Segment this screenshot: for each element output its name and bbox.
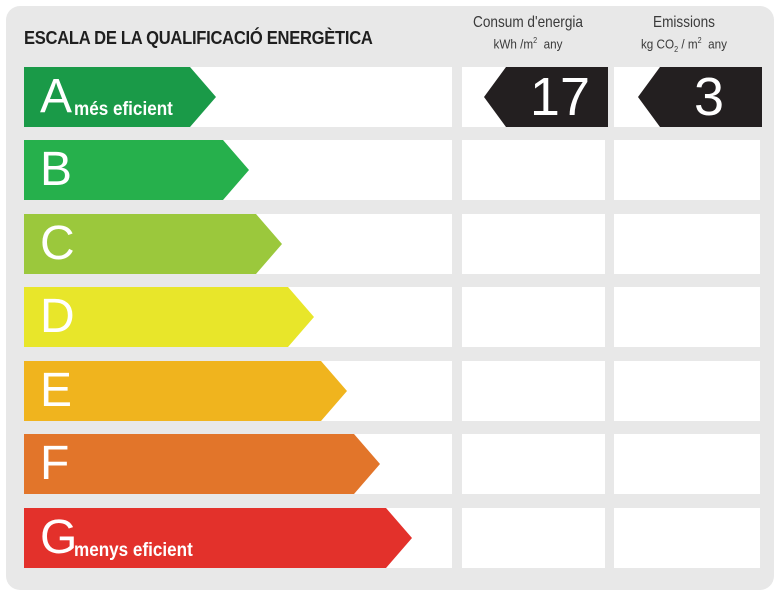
class-label: més eficient — [74, 99, 173, 120]
emissions-indicator-arrow — [638, 67, 762, 127]
consum-cell — [462, 140, 605, 200]
consum-value: 17 — [529, 67, 590, 127]
consum-cell — [462, 214, 605, 274]
consum-indicator-arrow — [484, 67, 608, 127]
class-bar-2: C — [24, 214, 282, 274]
emissions-value: 3 — [693, 67, 724, 127]
class-letter: D — [40, 290, 75, 343]
label-title: ESCALA DE LA QUALIFICACIÓ ENERGÈTICA — [24, 28, 373, 48]
class-letter: F — [40, 437, 70, 490]
consum-cell — [462, 287, 605, 347]
class-bar-4: E — [24, 361, 347, 421]
emissions-header: Emissions kg CO2 / m2 any — [614, 14, 754, 54]
emissions-cell — [614, 140, 760, 200]
class-letter: E — [40, 364, 73, 417]
class-letter: B — [40, 143, 73, 196]
consum-indicator: 17 — [484, 67, 608, 127]
emissions-heading: Emissions — [653, 14, 715, 31]
class-bar-1: B — [24, 140, 249, 200]
consum-heading: Consum d'energia — [473, 14, 583, 31]
emissions-cell — [614, 508, 760, 568]
emissions-unit: kg CO2 / m2 any — [640, 36, 728, 54]
consum-header: Consum d'energia kWh /m2 any — [458, 14, 598, 51]
consum-unit: kWh /m2 any — [493, 36, 563, 52]
class-bar-3: D — [24, 287, 314, 347]
consum-cell — [462, 508, 605, 568]
emissions-cell — [614, 287, 760, 347]
emissions-cell — [614, 214, 760, 274]
emissions-cell — [614, 434, 760, 494]
emissions-cell — [614, 361, 760, 421]
consum-cell — [462, 361, 605, 421]
class-letter: A — [40, 70, 73, 123]
class-letter: C — [40, 217, 75, 270]
emissions-indicator: 3 — [638, 67, 762, 127]
class-bar-5: F — [24, 434, 380, 494]
class-label: menys eficient — [74, 540, 193, 561]
class-letter: G — [40, 511, 78, 564]
consum-cell — [462, 434, 605, 494]
